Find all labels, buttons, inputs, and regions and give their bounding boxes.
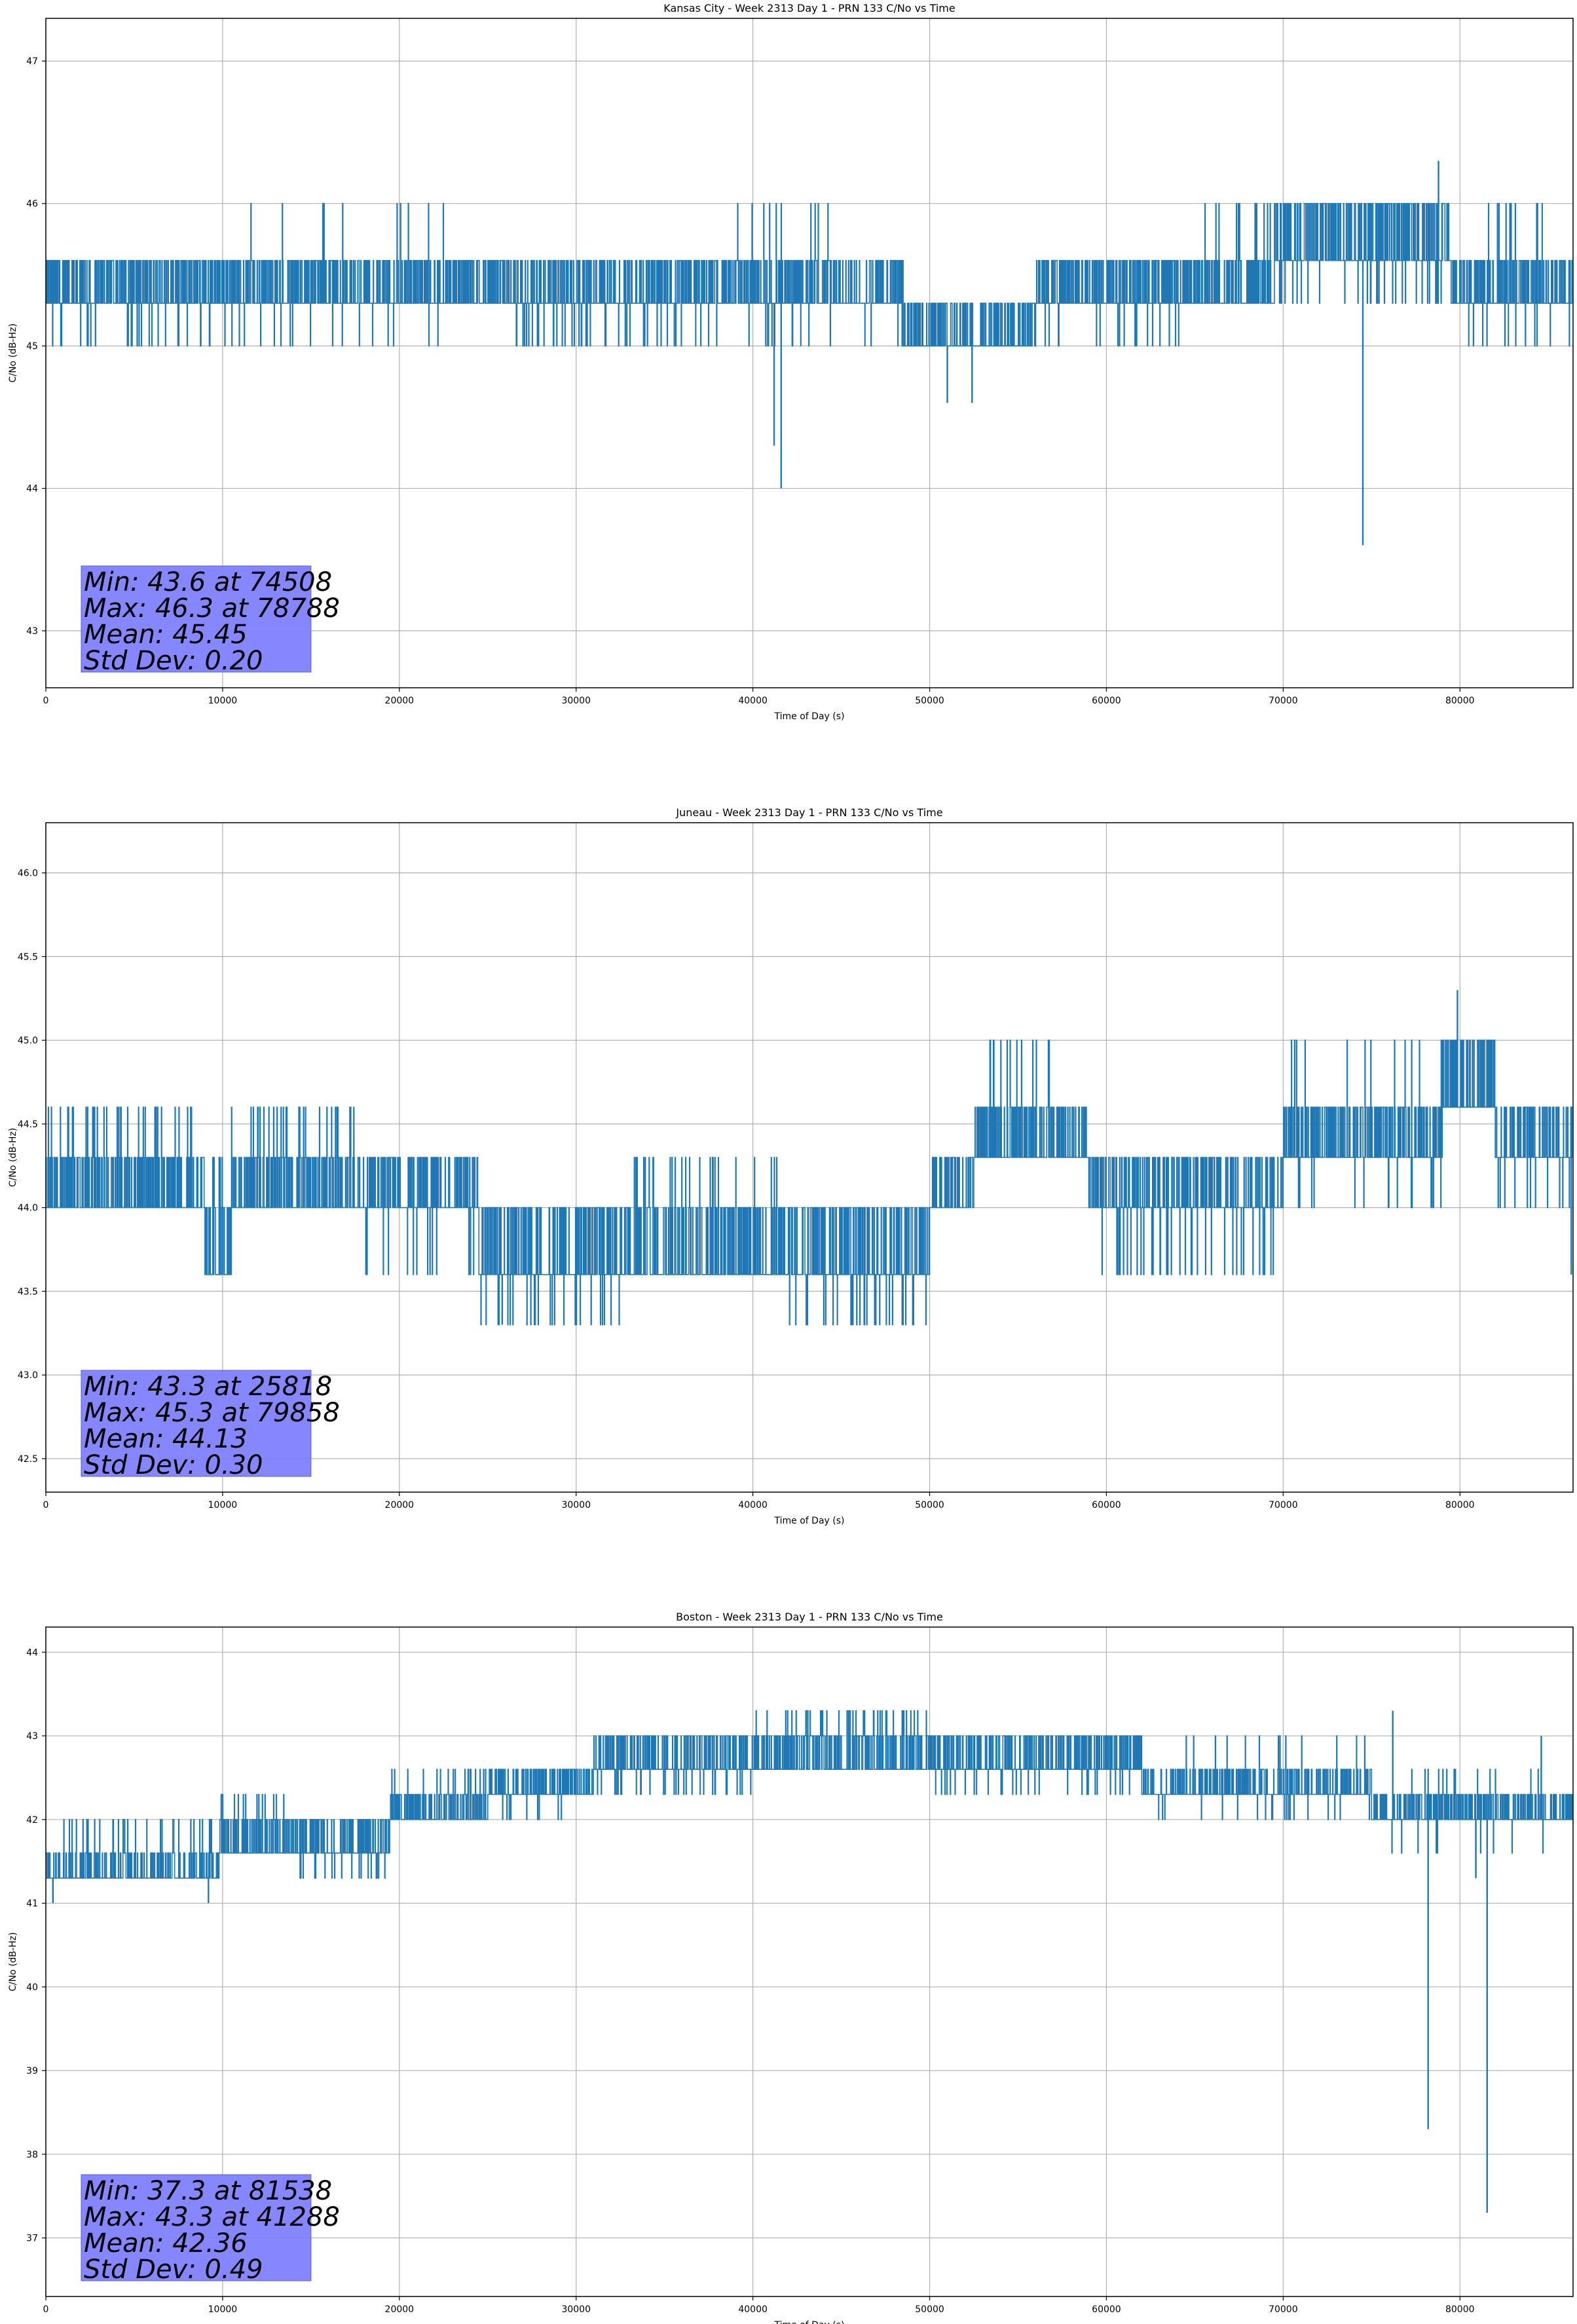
y-axis-label: C/No (dB-Hz) — [8, 1932, 18, 1991]
stats-box — [81, 565, 312, 673]
stats-line: Mean: 44.13 — [84, 1424, 248, 1454]
y-tick-label: 46 — [26, 199, 38, 210]
x-axis-label: Time of Day (s) — [774, 2320, 845, 2324]
x-tick-label: 50000 — [915, 1500, 944, 1510]
stats-line: Min: 43.3 at 25818 — [84, 1372, 332, 1402]
y-tick-label: 47 — [26, 56, 38, 67]
x-tick-label: 50000 — [915, 696, 944, 706]
y-tick-label: 42.5 — [18, 1454, 38, 1465]
x-tick-label: 70000 — [1269, 696, 1298, 706]
x-tick-label: 20000 — [385, 1500, 415, 1510]
y-axis-label: C/No (dB-Hz) — [8, 1128, 18, 1187]
x-tick-label: 20000 — [385, 2304, 415, 2315]
y-tick-label: 43 — [26, 1731, 38, 1742]
x-tick-label: 60000 — [1092, 2304, 1121, 2315]
y-tick-label: 45.5 — [18, 952, 38, 962]
stats-line: Mean: 42.36 — [84, 2228, 248, 2258]
axes-frame — [45, 822, 1574, 1493]
series-line — [46, 1040, 1573, 1326]
stats-box — [81, 1370, 312, 1477]
y-tick-label: 45.0 — [18, 1036, 38, 1046]
chart-title: Juneau - Week 2313 Day 1 - PRN 133 C/No … — [675, 806, 942, 819]
x-tick-label: 40000 — [738, 696, 768, 706]
x-tick-label: 60000 — [1092, 1500, 1121, 1510]
y-tick-label: 44.5 — [18, 1119, 38, 1130]
y-tick-label: 43.0 — [18, 1370, 38, 1381]
chart-title: Boston - Week 2313 Day 1 - PRN 133 C/No … — [676, 1611, 943, 1623]
x-tick-label: 10000 — [208, 2304, 238, 2315]
y-tick-label: 42 — [26, 1815, 38, 1826]
x-tick-label: 50000 — [915, 2304, 944, 2315]
x-tick-label: 10000 — [208, 696, 238, 706]
x-tick-label: 30000 — [561, 2304, 591, 2315]
y-tick-label: 40 — [26, 1982, 38, 1993]
stats-line: Max: 45.3 at 79858 — [84, 1398, 340, 1428]
y-axis-label: C/No (dB-Hz) — [8, 324, 18, 383]
x-tick-label: 40000 — [738, 2304, 768, 2315]
chart-title: Kansas City - Week 2313 Day 1 - PRN 133 … — [663, 2, 955, 14]
y-tick-label: 38 — [26, 2150, 38, 2160]
x-tick-label: 0 — [43, 2304, 49, 2315]
x-tick-label: 80000 — [1445, 2304, 1475, 2315]
y-tick-label: 44 — [26, 484, 38, 495]
series-line — [46, 1710, 1573, 1879]
chart-panel-2: 0 10000 20000 30000 40000 50000 60000 70000 8000… — [8, 806, 1574, 1526]
y-tick-label: 46.0 — [18, 869, 38, 879]
stats-line: Min: 43.6 at 74508 — [84, 567, 332, 597]
y-tick-label: 44 — [26, 1647, 38, 1658]
x-tick-label: 0 — [43, 696, 49, 706]
y-tick-label: 37 — [26, 2234, 38, 2244]
x-tick-label: 70000 — [1269, 1500, 1298, 1510]
y-tick-label: 45 — [26, 341, 38, 352]
stats-line: Max: 43.3 at 41288 — [84, 2202, 340, 2232]
x-tick-label: 30000 — [561, 696, 591, 706]
stats-box — [81, 2174, 312, 2281]
stats-line: Min: 37.3 at 81538 — [84, 2176, 332, 2206]
stats-line: Std Dev: 0.20 — [84, 646, 263, 676]
axes-frame — [45, 1626, 1574, 2297]
chart-panel-3: 0 10000 20000 30000 40000 50000 60000 70000 8000… — [8, 1611, 1574, 2324]
chart-panel-1: 0 10000 20000 30000 40000 50000 60000 70000 8000… — [8, 2, 1574, 722]
x-axis-label: Time of Day (s) — [774, 711, 845, 722]
y-tick-label: 39 — [26, 2066, 38, 2076]
y-tick-label: 43.5 — [18, 1286, 38, 1297]
stats-line: Mean: 45.45 — [84, 620, 248, 650]
stats-line: Max: 46.3 at 78788 — [84, 593, 340, 624]
y-tick-label: 44.0 — [18, 1203, 38, 1214]
x-tick-label: 10000 — [208, 1500, 238, 1510]
stats-line: Std Dev: 0.49 — [84, 2255, 263, 2285]
series-line — [46, 202, 1573, 347]
x-axis-label: Time of Day (s) — [774, 1516, 845, 1526]
stats-line: Std Dev: 0.30 — [84, 1450, 263, 1480]
x-tick-label: 30000 — [561, 1500, 591, 1510]
axes-frame — [45, 18, 1574, 688]
x-tick-label: 20000 — [385, 696, 415, 706]
y-tick-label: 41 — [26, 1899, 38, 1909]
x-tick-label: 70000 — [1269, 2304, 1298, 2315]
x-tick-label: 80000 — [1445, 1500, 1475, 1510]
x-tick-label: 0 — [43, 1500, 49, 1510]
x-tick-label: 80000 — [1445, 696, 1475, 706]
x-tick-label: 60000 — [1092, 696, 1121, 706]
x-tick-label: 40000 — [738, 1500, 768, 1510]
y-tick-label: 43 — [26, 626, 38, 637]
